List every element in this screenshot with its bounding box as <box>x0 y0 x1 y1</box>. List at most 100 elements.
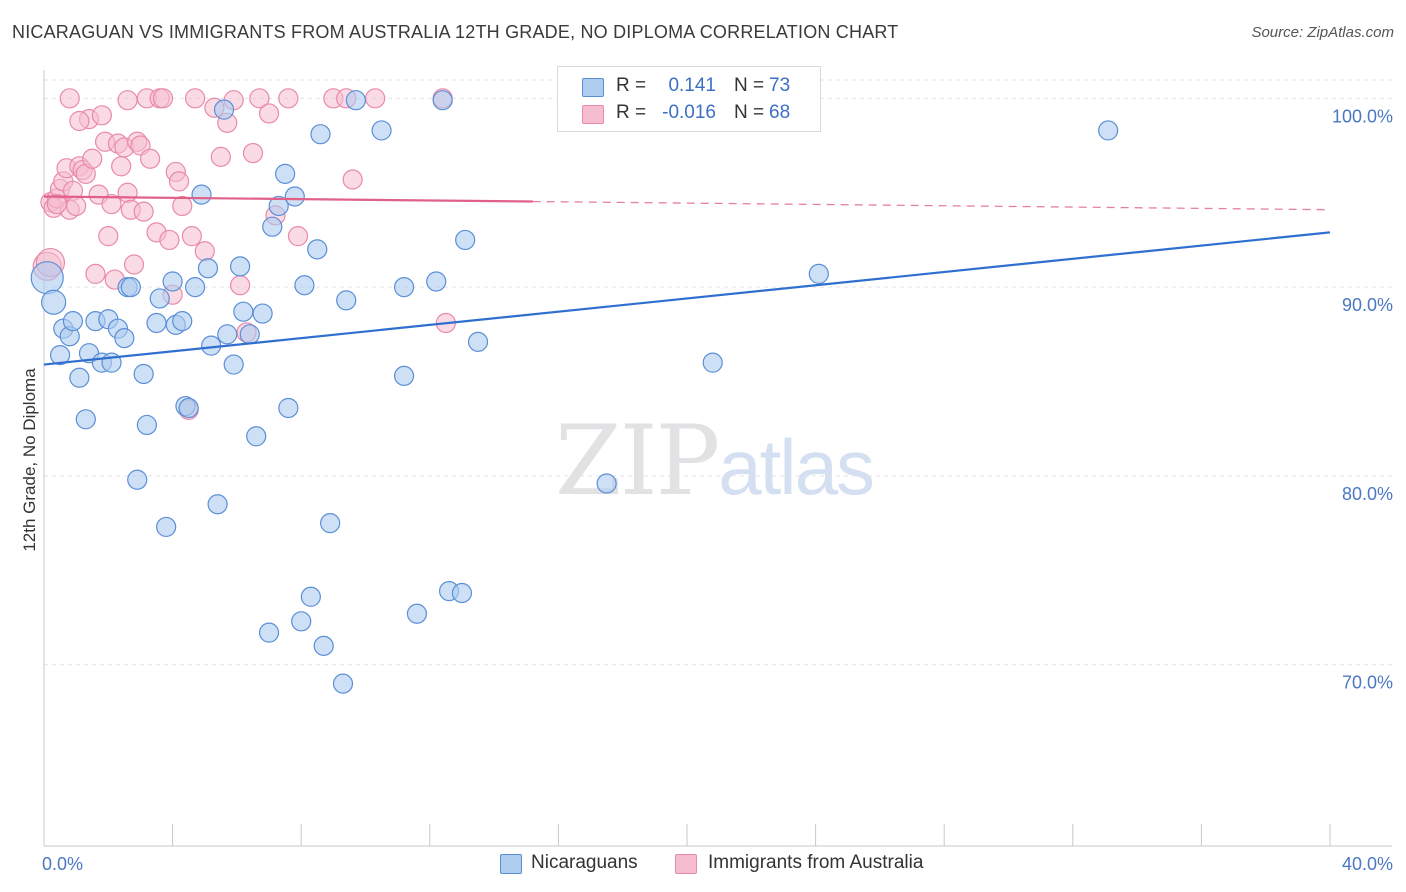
n-value: 73 <box>769 75 791 96</box>
data-point-nicaraguans <box>808 263 829 285</box>
data-point-australia <box>172 195 193 217</box>
data-point-nicaraguans <box>149 288 170 309</box>
data-point-nicaraguans <box>185 277 206 298</box>
data-point-nicaraguans <box>172 311 193 332</box>
n-value: 68 <box>769 102 791 123</box>
n-label: N = <box>734 75 765 96</box>
data-point-nicaraguans <box>426 271 447 292</box>
data-point-nicaraguans <box>284 186 305 207</box>
data-point-australia <box>258 103 280 124</box>
data-point-nicaraguans <box>451 582 473 604</box>
y-tick-label: 80.0% <box>1342 484 1393 504</box>
data-point-nicaraguans <box>432 90 453 111</box>
r-label: R = <box>616 75 647 96</box>
y-tick-label: 70.0% <box>1342 673 1393 693</box>
data-point-australia <box>365 88 386 109</box>
data-point-nicaraguans <box>278 397 299 419</box>
data-point-australia <box>117 90 138 111</box>
r-label: R = <box>616 102 647 123</box>
data-point-nicaraguans <box>393 277 415 298</box>
data-point-nicaraguans <box>69 367 90 388</box>
data-point-nicaraguans <box>596 473 617 494</box>
data-point-nicaraguans <box>162 271 183 292</box>
data-point-australia <box>210 146 231 167</box>
trend-line-australia-dashed <box>532 200 1331 211</box>
data-point-nicaraguans <box>223 354 244 375</box>
trend-lines <box>43 195 1331 366</box>
data-point-australia <box>59 88 80 109</box>
data-point-australia <box>91 105 112 126</box>
data-point-nicaraguans <box>230 256 251 277</box>
data-point-australia <box>46 193 67 215</box>
data-point-nicaraguans <box>455 229 476 251</box>
legend-swatch-pink <box>675 854 697 874</box>
source-label: Source: ZipAtlas.com <box>1251 24 1394 41</box>
data-point-australia <box>139 148 161 169</box>
data-point-nicaraguans <box>393 365 415 386</box>
legend-label: Immigrants from Australia <box>708 852 924 873</box>
data-point-nicaraguans <box>197 258 219 279</box>
legend-swatch-blue <box>582 78 604 97</box>
data-point-australia <box>278 88 299 109</box>
data-point-nicaraguans <box>127 469 148 490</box>
x-tick-label: 0.0% <box>42 854 83 874</box>
data-point-australia <box>123 254 145 275</box>
watermark: ZIPatlas <box>555 405 875 517</box>
data-point-nicaraguans <box>258 622 280 643</box>
data-point-nicaraguans <box>313 635 334 656</box>
data-point-australia <box>133 201 154 222</box>
tick-labels: 100.0% 90.0% 80.0% 70.0% 0.0% 40.0% <box>42 106 1393 874</box>
data-point-nicaraguans <box>310 124 331 145</box>
data-point-nicaraguans <box>345 90 366 111</box>
r-value: -0.016 <box>662 102 716 123</box>
stats-row-australia: R = -0.016 N = 68 <box>558 102 820 126</box>
data-point-australia <box>69 110 90 132</box>
data-point-australia <box>249 88 270 109</box>
data-point-nicaraguans <box>217 324 238 345</box>
data-point-australia <box>82 148 103 169</box>
data-point-nicaraguans <box>268 195 289 217</box>
data-point-australia <box>230 275 251 296</box>
watermark-zip: ZIP <box>555 405 720 517</box>
data-point-australia <box>159 229 180 251</box>
data-point-australia <box>168 171 190 192</box>
grid-lines <box>44 79 1392 666</box>
data-point-nicaraguans <box>332 673 354 694</box>
stats-legend: R = 0.141 N = 73 R = -0.016 N = 68 <box>557 66 821 132</box>
data-point-nicaraguans <box>207 494 228 515</box>
data-point-australia <box>152 88 174 109</box>
data-point-nicaraguans <box>246 426 267 447</box>
data-point-nicaraguans <box>291 611 312 632</box>
stats-row-nicaraguans: R = 0.141 N = 73 <box>558 75 820 99</box>
n-label: N = <box>734 102 765 123</box>
data-point-nicaraguans <box>320 513 341 534</box>
data-point-nicaraguans <box>1098 120 1119 141</box>
data-point-australia <box>242 142 264 164</box>
data-point-nicaraguans <box>156 516 177 538</box>
data-point-nicaraguans <box>262 216 283 237</box>
data-point-nicaraguans <box>136 414 157 436</box>
data-point-nicaraguans <box>62 311 84 332</box>
data-point-nicaraguans <box>75 409 96 430</box>
data-point-australia <box>85 263 106 285</box>
data-point-australia <box>181 226 202 247</box>
x-tick-label: 40.0% <box>1342 854 1393 874</box>
legend-swatch-pink <box>582 105 604 124</box>
data-point-nicaraguans <box>406 603 428 624</box>
data-point-nicaraguans <box>191 184 212 205</box>
data-point-nicaraguans <box>213 99 235 120</box>
data-point-nicaraguans <box>146 312 167 334</box>
y-tick-label: 100.0% <box>1332 106 1393 126</box>
data-point-australia <box>287 226 309 247</box>
data-point-nicaraguans <box>702 352 723 373</box>
r-value: 0.141 <box>668 75 716 96</box>
data-point-nicaraguans <box>239 324 260 345</box>
data-point-nicaraguans <box>114 328 135 349</box>
data-point-nicaraguans <box>275 163 296 184</box>
data-point-nicaraguans <box>120 277 141 298</box>
data-point-nicaraguans <box>300 586 321 607</box>
data-point-nicaraguans <box>252 303 273 324</box>
series-nicaraguans-points <box>30 90 1119 694</box>
data-point-nicaraguans <box>41 289 67 315</box>
